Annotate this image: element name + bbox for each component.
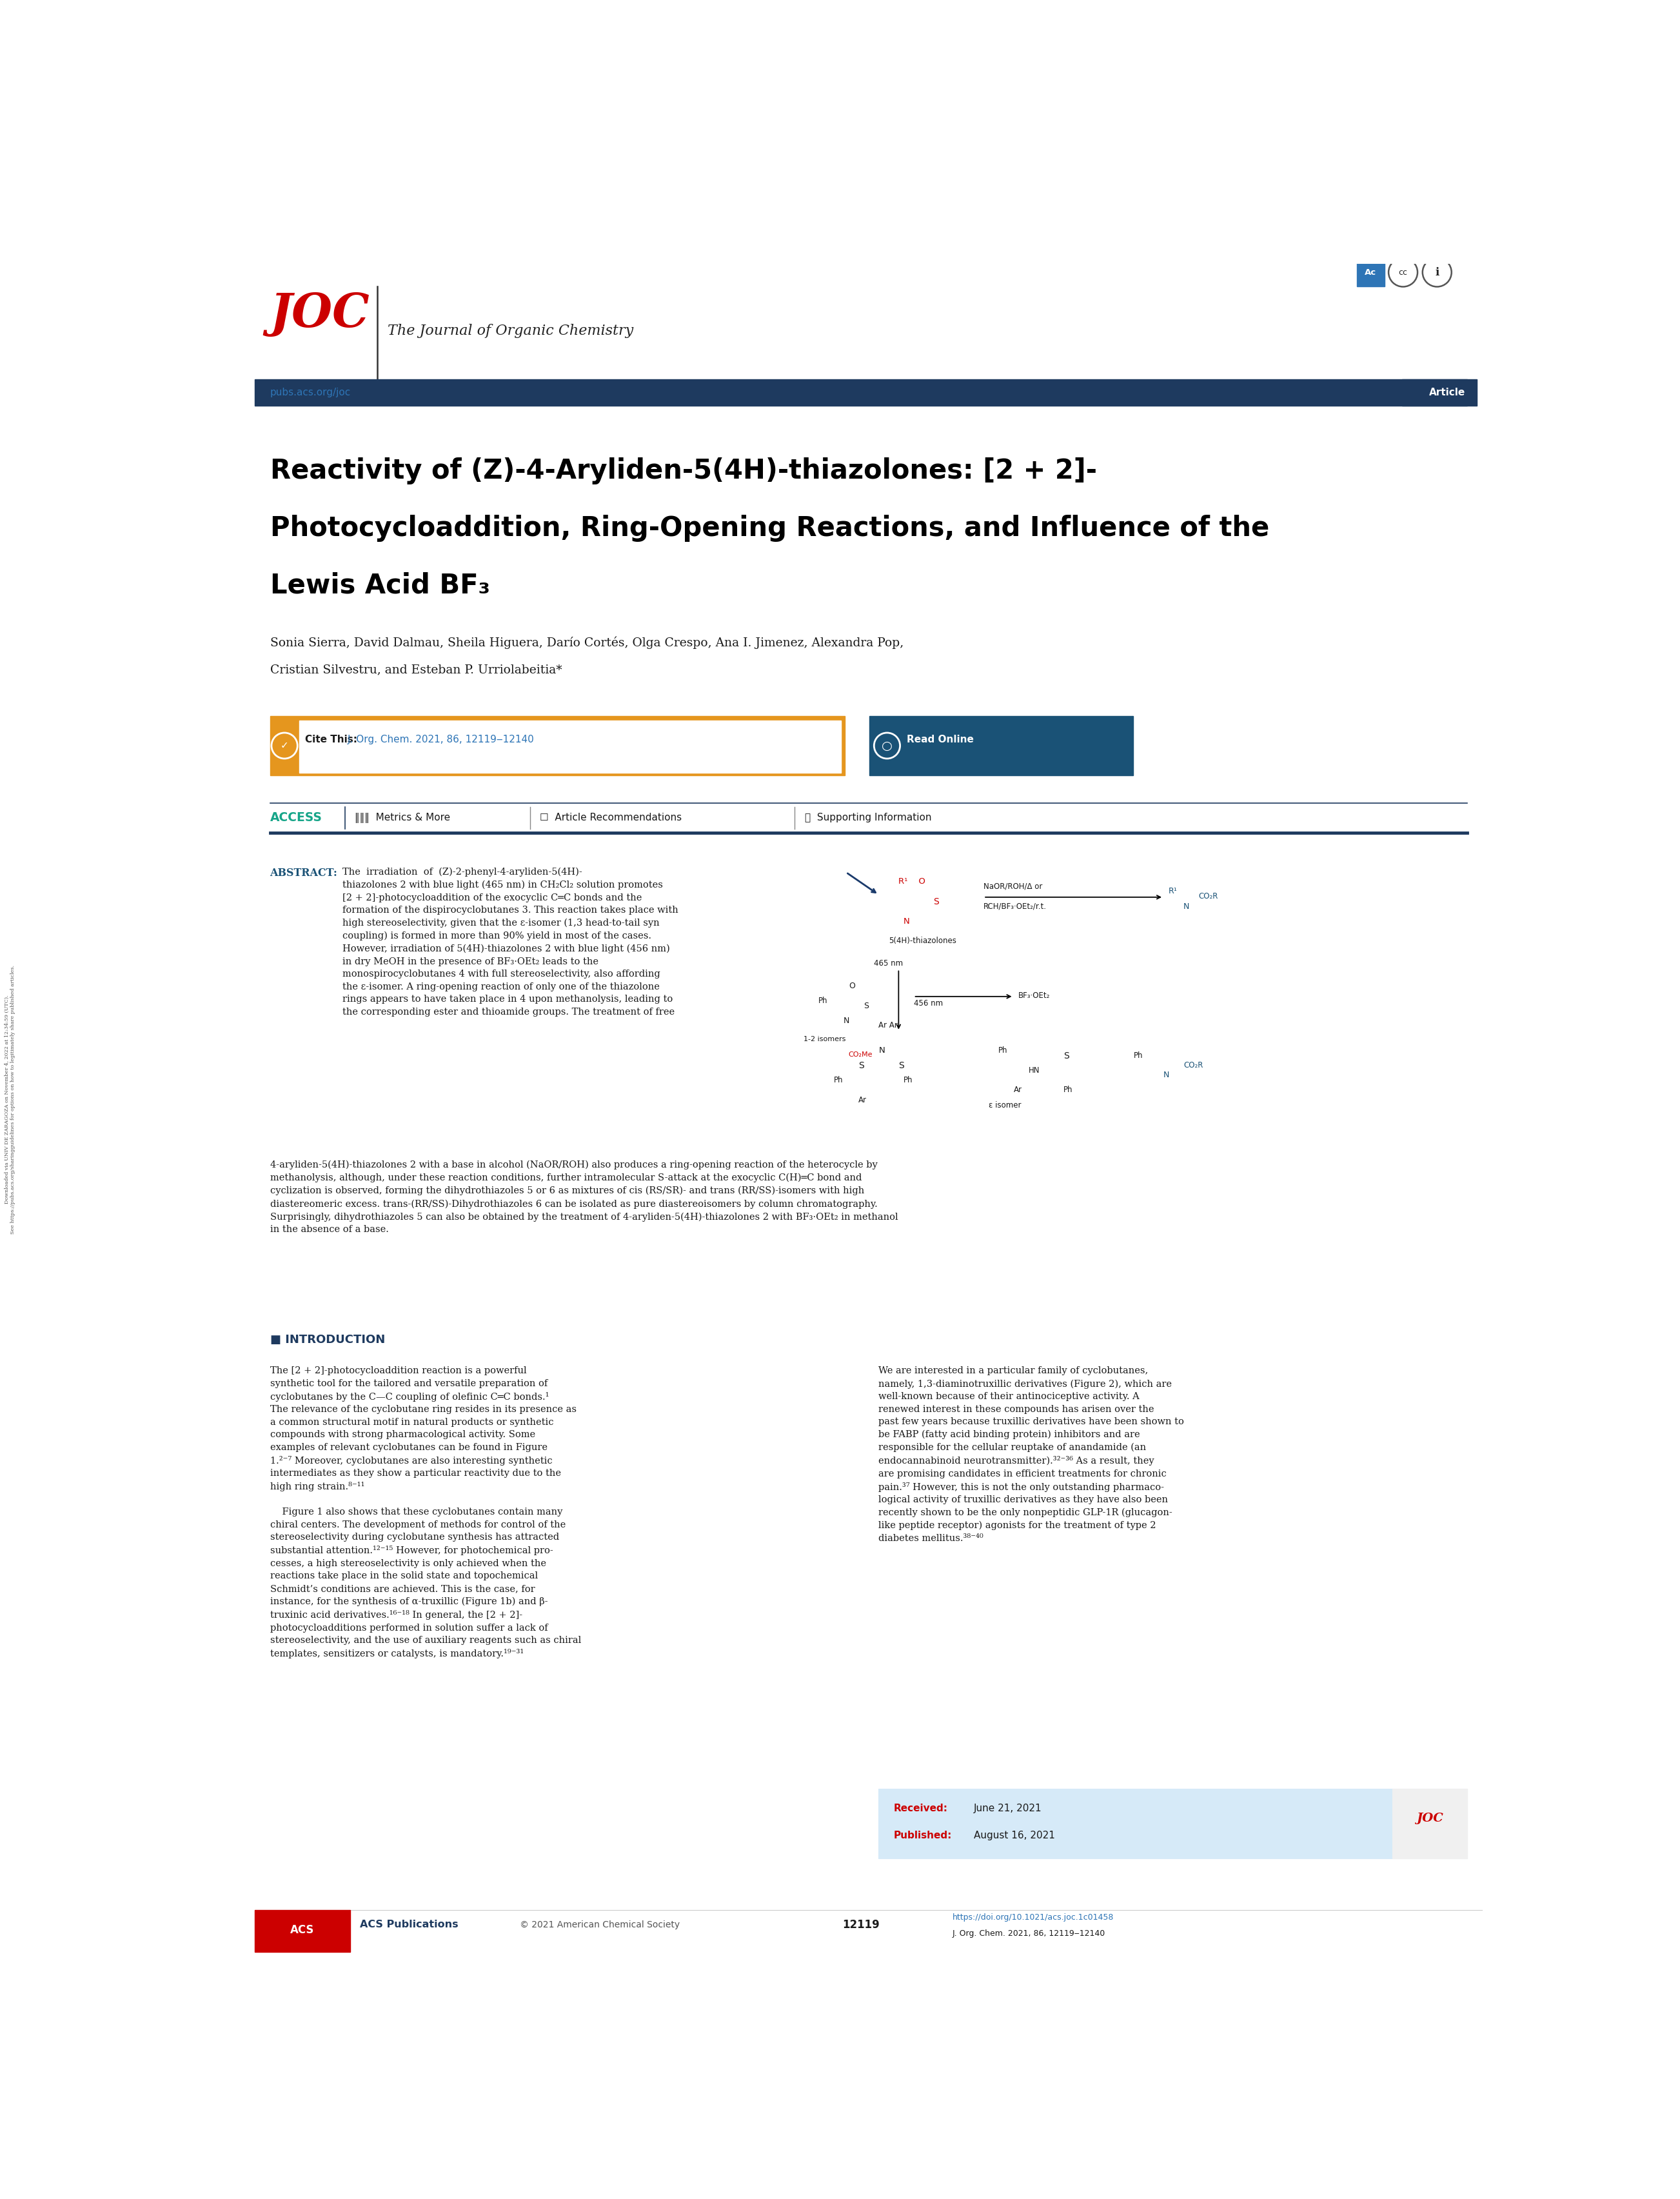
Bar bbox=[870, 717, 1132, 776]
Text: Ph: Ph bbox=[998, 1047, 1008, 1056]
Bar bbox=[255, 380, 1467, 405]
Text: Read Online: Read Online bbox=[907, 734, 974, 745]
Text: RCH/BF₃·OEt₂/r.t.: RCH/BF₃·OEt₂/r.t. bbox=[983, 902, 1047, 910]
Text: N: N bbox=[1183, 902, 1189, 910]
Text: https://doi.org/10.1021/acs.joc.1c01458: https://doi.org/10.1021/acs.joc.1c01458 bbox=[953, 1913, 1114, 1922]
Text: ABSTRACT:: ABSTRACT: bbox=[270, 866, 338, 877]
Text: S: S bbox=[1063, 1051, 1068, 1060]
Text: N: N bbox=[904, 917, 911, 926]
Text: ■ INTRODUCTION: ■ INTRODUCTION bbox=[270, 1335, 385, 1346]
Text: 1-2 isomers: 1-2 isomers bbox=[803, 1036, 845, 1042]
Text: S: S bbox=[934, 897, 939, 906]
Text: Photocycloaddition, Ring-Opening Reactions, and Influence of the: Photocycloaddition, Ring-Opening Reactio… bbox=[270, 515, 1268, 541]
Text: CO₂R: CO₂R bbox=[1183, 1062, 1203, 1069]
Text: pubs.acs.org/joc: pubs.acs.org/joc bbox=[270, 387, 351, 398]
Text: ε isomer: ε isomer bbox=[988, 1102, 1021, 1108]
Text: cc: cc bbox=[1398, 268, 1408, 277]
Bar bbox=[255, 1911, 349, 1953]
Text: J. Org. Chem. 2021, 86, 12119‒12140: J. Org. Chem. 2021, 86, 12119‒12140 bbox=[953, 1929, 1105, 1937]
Circle shape bbox=[874, 732, 900, 759]
Circle shape bbox=[1423, 257, 1452, 286]
Bar bbox=[1403, 380, 1477, 405]
Text: Lewis Acid BF₃: Lewis Acid BF₃ bbox=[270, 572, 491, 598]
Circle shape bbox=[272, 732, 297, 759]
Text: Reactivity of (Z)-4-Aryliden-5(4H)-thiazolones: [2 + 2]-: Reactivity of (Z)-4-Aryliden-5(4H)-thiaz… bbox=[270, 457, 1097, 484]
Text: 12119: 12119 bbox=[842, 1920, 880, 1931]
Text: R¹    O: R¹ O bbox=[899, 877, 926, 886]
Text: N: N bbox=[879, 1047, 885, 1056]
Text: JOC: JOC bbox=[1416, 1812, 1443, 1825]
Text: S: S bbox=[864, 1001, 869, 1009]
Text: Ar Ar: Ar Ar bbox=[879, 1020, 897, 1029]
Text: 456 nm: 456 nm bbox=[914, 998, 942, 1007]
Text: June 21, 2021: June 21, 2021 bbox=[974, 1803, 1042, 1814]
Circle shape bbox=[1389, 257, 1418, 286]
Text: Ph: Ph bbox=[1134, 1051, 1142, 1060]
Text: Downloaded via UNIV DE ZARAGOZA on November 4, 2022 at 12:34:59 (UTC).
See https: Downloaded via UNIV DE ZARAGOZA on Novem… bbox=[5, 965, 15, 1234]
Text: CO₂R: CO₂R bbox=[1198, 893, 1218, 902]
Text: The [2 + 2]-photocycloaddition reaction is a powerful
synthetic tool for the tai: The [2 + 2]-photocycloaddition reaction … bbox=[270, 1366, 581, 1658]
Text: August 16, 2021: August 16, 2021 bbox=[974, 1832, 1055, 1841]
Bar bbox=[879, 1788, 1467, 1858]
Text: Ph: Ph bbox=[818, 996, 828, 1005]
Text: ACS: ACS bbox=[291, 1924, 314, 1935]
Text: The Journal of Organic Chemistry: The Journal of Organic Chemistry bbox=[388, 323, 633, 339]
Text: Sonia Sierra, David Dalmau, Sheila Higuera, Darío Cortés, Olga Crespo, Ana I. Ji: Sonia Sierra, David Dalmau, Sheila Higue… bbox=[270, 636, 904, 649]
Text: ACCESS: ACCESS bbox=[270, 811, 323, 825]
Text: Ac: Ac bbox=[1364, 268, 1376, 277]
Bar bbox=[299, 721, 842, 772]
Text: ‖‖‖  Metrics & More: ‖‖‖ Metrics & More bbox=[354, 814, 450, 822]
Text: CO₂Me: CO₂Me bbox=[848, 1051, 874, 1058]
Text: O: O bbox=[848, 981, 855, 990]
Text: J. Org. Chem. 2021, 86, 12119‒12140: J. Org. Chem. 2021, 86, 12119‒12140 bbox=[348, 734, 534, 745]
Text: JOC: JOC bbox=[270, 290, 370, 336]
Text: Ph: Ph bbox=[833, 1075, 843, 1084]
Text: ACS Publications: ACS Publications bbox=[360, 1920, 459, 1931]
Bar bbox=[270, 717, 845, 776]
Text: ☐  Article Recommendations: ☐ Article Recommendations bbox=[539, 814, 682, 822]
Text: ✓: ✓ bbox=[281, 741, 289, 750]
Text: Ph: Ph bbox=[1063, 1086, 1074, 1095]
Text: Published:: Published: bbox=[894, 1832, 953, 1841]
Text: BF₃·OEt₂: BF₃·OEt₂ bbox=[1018, 992, 1050, 1001]
Text: HN: HN bbox=[1028, 1067, 1040, 1075]
Text: We are interested in a particular family of cyclobutanes,
namely, 1,3-diaminotru: We are interested in a particular family… bbox=[879, 1366, 1184, 1544]
Text: Ph: Ph bbox=[904, 1075, 912, 1084]
Bar bbox=[1393, 1788, 1467, 1858]
Text: Cristian Silvestru, and Esteban P. Urriolabeitia*: Cristian Silvestru, and Esteban P. Urrio… bbox=[270, 664, 561, 675]
Text: Received:: Received: bbox=[894, 1803, 948, 1814]
Text: 4-aryliden-5(4H)-thiazolones 2 with a base in alcohol (NaOR/ROH) also produces a: 4-aryliden-5(4H)-thiazolones 2 with a ba… bbox=[270, 1161, 897, 1234]
Text: N: N bbox=[843, 1016, 850, 1025]
Text: Article: Article bbox=[1430, 387, 1465, 398]
Text: Cite This:: Cite This: bbox=[306, 734, 358, 745]
Text: Ⓢ  Supporting Information: Ⓢ Supporting Information bbox=[805, 814, 931, 822]
Text: Ar: Ar bbox=[1013, 1086, 1021, 1095]
Text: N: N bbox=[1164, 1071, 1169, 1080]
Text: S: S bbox=[858, 1062, 864, 1071]
Bar bbox=[1357, 259, 1384, 286]
Text: NaOR/ROH/Δ or: NaOR/ROH/Δ or bbox=[983, 882, 1043, 891]
Text: R¹: R¹ bbox=[1169, 886, 1178, 895]
Text: S: S bbox=[899, 1062, 904, 1071]
Text: The  irradiation  of  (Z)-2-phenyl-4-aryliden-5(4H)-
thiazolones 2 with blue lig: The irradiation of (Z)-2-phenyl-4-arylid… bbox=[343, 866, 679, 1016]
Text: 465 nm: 465 nm bbox=[874, 959, 902, 968]
Text: ℹ: ℹ bbox=[1435, 266, 1440, 277]
Text: 5(4H)-thiazolones: 5(4H)-thiazolones bbox=[889, 937, 956, 946]
Text: ○: ○ bbox=[882, 739, 892, 752]
Text: Ar: Ar bbox=[858, 1095, 867, 1104]
Text: © 2021 American Chemical Society: © 2021 American Chemical Society bbox=[519, 1920, 680, 1929]
